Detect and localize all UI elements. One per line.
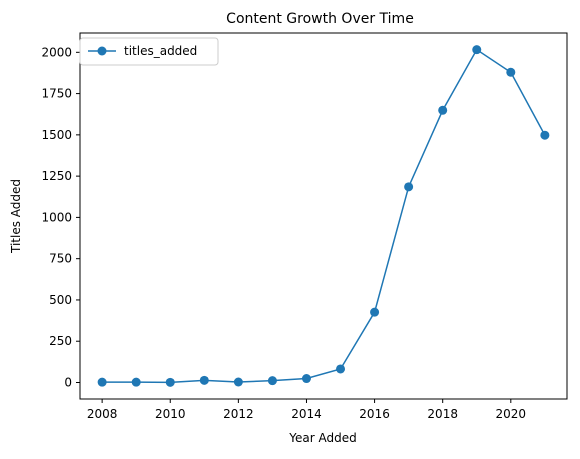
- x-tick-label: 2020: [496, 407, 527, 421]
- data-point-2020: [506, 67, 516, 77]
- y-tick-label: 500: [49, 293, 72, 307]
- x-tick-label: 2008: [87, 407, 118, 421]
- y-tick-label: 0: [64, 375, 72, 389]
- y-tick-label: 250: [49, 334, 72, 348]
- data-point-2017: [404, 182, 414, 192]
- x-tick-label: 2018: [427, 407, 458, 421]
- data-point-2008: [97, 377, 107, 387]
- y-tick-label: 1250: [41, 169, 72, 183]
- series-line-titles_added: [102, 48, 546, 384]
- data-point-2016: [370, 307, 380, 317]
- data-point-2014: [301, 374, 311, 384]
- x-tick-label: 2014: [291, 407, 322, 421]
- y-tick-label: 2000: [41, 45, 72, 59]
- legend-label: titles_added: [124, 44, 197, 58]
- y-axis-label: Titles Added: [9, 179, 23, 254]
- y-axis-ticks: 0 250 500 750 1000 1250 1500 1750 2000: [41, 45, 80, 389]
- axes-frame: [79, 32, 568, 400]
- data-point-2012: [233, 377, 243, 387]
- legend: titles_added: [79, 37, 219, 66]
- y-tick-label: 750: [49, 252, 72, 266]
- legend-marker-swatch: [97, 46, 107, 56]
- data-point-2011: [199, 375, 209, 385]
- plot-area: 2008 2010 2012 2014 2016 2018 2020 0 250 500 750 1…: [41, 32, 568, 421]
- series-layer: [97, 45, 550, 387]
- data-point-2018: [438, 105, 448, 115]
- y-tick-label: 1750: [41, 87, 72, 101]
- data-point-2013: [267, 376, 277, 386]
- x-tick-label: 2010: [155, 407, 186, 421]
- data-point-2009: [131, 377, 141, 387]
- x-axis-label: Year Added: [288, 431, 356, 445]
- legend-frame: [79, 37, 219, 66]
- data-point-2015: [336, 364, 346, 374]
- data-point-2010: [165, 377, 175, 387]
- y-tick-label: 1500: [41, 128, 72, 142]
- x-tick-label: 2012: [223, 407, 254, 421]
- data-point-2019: [472, 45, 482, 55]
- x-tick-label: 2016: [359, 407, 390, 421]
- x-axis-ticks: 2008 2010 2012 2014 2016 2018 2020: [87, 399, 526, 421]
- y-tick-label: 1000: [41, 210, 72, 224]
- data-point-2021: [540, 130, 550, 140]
- chart-title: Content Growth Over Time: [226, 11, 414, 27]
